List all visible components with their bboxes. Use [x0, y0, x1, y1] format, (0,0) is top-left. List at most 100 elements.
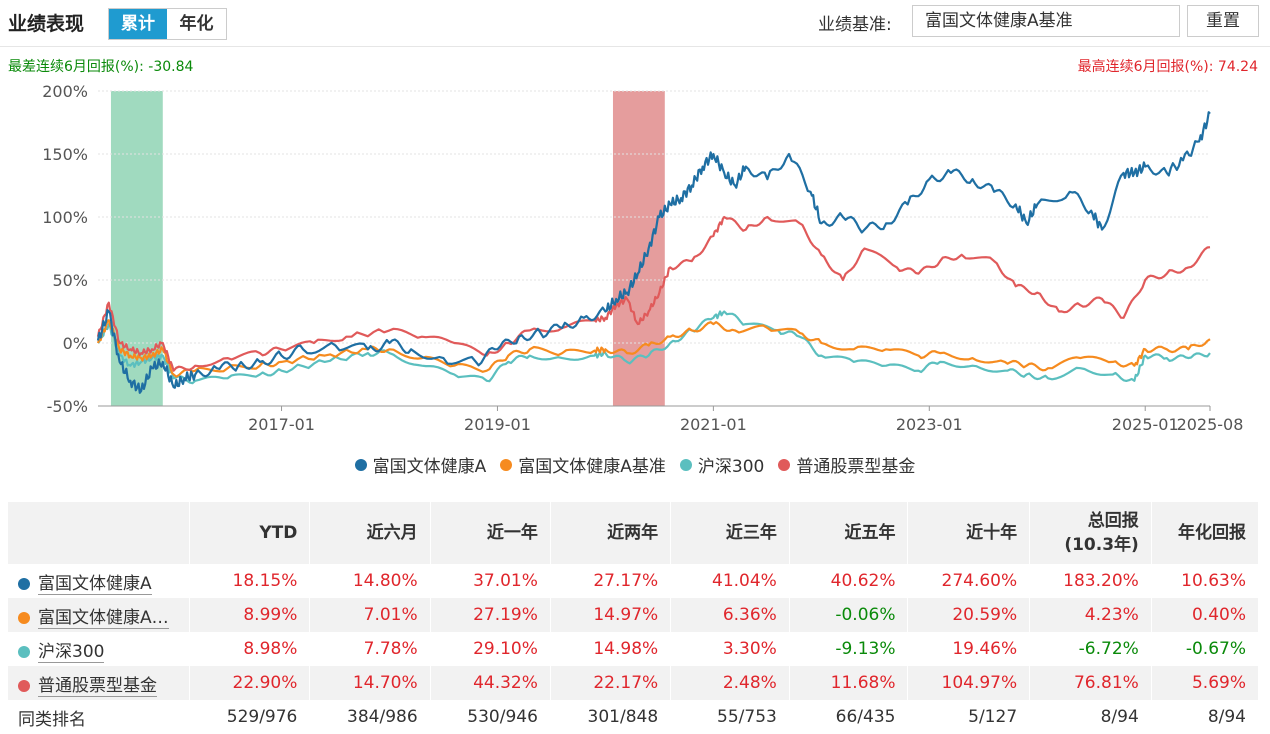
- return-cell: 41.04%: [670, 564, 790, 598]
- column-header[interactable]: 近一年: [430, 502, 551, 564]
- return-cell: -0.06%: [789, 598, 909, 632]
- column-header[interactable]: 近三年: [670, 502, 790, 564]
- y-tick-label: 100%: [42, 208, 88, 227]
- return-cell: 20.59%: [907, 598, 1031, 632]
- row-name-cell: 普通股票型基金: [8, 666, 191, 700]
- column-header[interactable]: 年化回报: [1151, 502, 1260, 564]
- rank-cell: 55/753: [670, 700, 790, 734]
- return-cell: -9.13%: [789, 632, 909, 666]
- tab-annualized[interactable]: 年化: [179, 14, 214, 34]
- return-cell: 27.17%: [550, 564, 672, 598]
- rank-cell: 66/435: [789, 700, 909, 734]
- row-name-link[interactable]: 普通股票型基金: [38, 675, 157, 697]
- rank-cell: 530/946: [430, 700, 551, 734]
- x-tick-label: 2025-01: [1112, 415, 1179, 434]
- column-header-label: 近一年: [486, 523, 538, 543]
- row-name-cell: 沪深300: [8, 632, 191, 666]
- return-cell: 19.46%: [907, 632, 1031, 666]
- legend-label: 富国文体健康A基准: [518, 457, 666, 477]
- return-cell: 7.78%: [309, 632, 431, 666]
- return-cell: 14.80%: [309, 564, 431, 598]
- column-header-label: YTD: [259, 523, 298, 543]
- performance-table: YTD 近六月 近一年 近两年 近三年 近五年 近十年 总回报 (10.3年) 年化回报 富国文体…: [8, 502, 1260, 734]
- row-name-cell: 富国文体健康A…: [8, 598, 191, 632]
- return-cell: 37.01%: [430, 564, 551, 598]
- return-cell: 0.40%: [1151, 598, 1260, 632]
- column-header[interactable]: YTD: [189, 502, 311, 564]
- column-header-label: 近两年: [607, 523, 659, 543]
- section-title: 业绩表现: [8, 13, 85, 35]
- return-cell: 10.63%: [1151, 564, 1260, 598]
- column-header-label: 近六月: [366, 523, 418, 543]
- table-row: 富国文体健康A… 8.99% 7.01% 27.19% 14.97% 6.36% -0.06…: [8, 598, 1260, 632]
- series-line-fund: [96, 111, 1211, 394]
- legend-dot-icon: [778, 458, 791, 471]
- return-cell: 27.19%: [430, 598, 551, 632]
- column-header[interactable]: 近六月: [309, 502, 431, 564]
- return-cell: -0.67%: [1151, 632, 1260, 666]
- return-cell: 2.48%: [670, 666, 790, 700]
- legend-item-hs300[interactable]: 沪深300: [679, 452, 765, 477]
- series-dot-icon: [18, 577, 30, 590]
- rank-cell: 5/127: [907, 700, 1031, 734]
- column-header-label: 总回报: [1087, 511, 1139, 531]
- table-corner: [8, 502, 191, 564]
- return-cell: 14.97%: [550, 598, 672, 632]
- legend-dot-icon: [354, 458, 367, 471]
- legend-item-fund[interactable]: 富国文体健康A: [354, 452, 487, 477]
- rank-cell: 301/848: [550, 700, 672, 734]
- legend-label: 普通股票型基金: [796, 457, 916, 477]
- benchmark-input[interactable]: 富国文体健康A基准: [912, 5, 1180, 37]
- row-name-link[interactable]: 富国文体健康A: [38, 573, 152, 595]
- chart-legend: 富国文体健康A 富国文体健康A基准 沪深300 普通股票型基金: [0, 452, 1270, 477]
- column-header[interactable]: 近五年: [789, 502, 909, 564]
- legend-dot-icon: [679, 458, 692, 471]
- rank-label: 同类排名: [8, 700, 191, 734]
- benchmark-label: 业绩基准:: [818, 15, 892, 35]
- return-cell: 5.69%: [1151, 666, 1260, 700]
- legend-label: 富国文体健康A: [372, 457, 487, 477]
- series-dot-icon: [18, 645, 30, 658]
- reset-button[interactable]: 重置: [1187, 5, 1259, 37]
- return-cell: 22.90%: [189, 666, 311, 700]
- legend-dot-icon: [500, 458, 513, 471]
- x-tick-label: 2025-08: [1177, 415, 1244, 434]
- x-tick-label: 2017-01: [248, 415, 315, 434]
- return-cell: 3.30%: [670, 632, 790, 666]
- table-row: 沪深300 8.98% 7.78% 29.10% 14.98% 3.30% -9.13% 19…: [8, 632, 1260, 666]
- return-cell: 18.15%: [189, 564, 311, 598]
- column-header[interactable]: 近十年: [907, 502, 1031, 564]
- return-cell: 14.98%: [550, 632, 672, 666]
- series-dot-icon: [18, 611, 30, 624]
- y-tick-label: 0%: [63, 334, 88, 353]
- return-cell: 40.62%: [789, 564, 909, 598]
- column-header[interactable]: 近两年: [550, 502, 672, 564]
- tab-cumulative[interactable]: 累计: [109, 9, 167, 39]
- column-header[interactable]: 总回报 (10.3年): [1029, 502, 1152, 564]
- return-cell: 8.98%: [189, 632, 311, 666]
- row-name-link[interactable]: 富国文体健康A…: [38, 607, 169, 629]
- return-cell: 4.23%: [1029, 598, 1152, 632]
- row-name-link[interactable]: 沪深300: [38, 641, 105, 663]
- header-bar: 业绩表现 累计 年化 业绩基准: 富国文体健康A基准 重置: [0, 0, 1270, 47]
- return-cell: 29.10%: [430, 632, 551, 666]
- x-tick-label: 2023-01: [896, 415, 963, 434]
- return-cell: 14.70%: [309, 666, 431, 700]
- rank-cell: 529/976: [189, 700, 311, 734]
- performance-chart: 200% 150% 100% 50% 0% -50% 2017-01 2019-01 2021-…: [42, 82, 1244, 434]
- column-header-label: 近三年: [725, 523, 777, 543]
- return-cell: 11.68%: [789, 666, 909, 700]
- legend-label: 沪深300: [697, 457, 765, 477]
- return-cell: 8.99%: [189, 598, 311, 632]
- legend-item-peer[interactable]: 普通股票型基金: [778, 452, 915, 477]
- legend-item-benchmark[interactable]: 富国文体健康A基准: [500, 452, 666, 477]
- y-tick-label: 50%: [52, 271, 88, 290]
- y-tick-label: 200%: [42, 82, 88, 101]
- return-cell: 104.97%: [907, 666, 1031, 700]
- column-header-label: 年化回报: [1178, 523, 1246, 543]
- table-header-row: YTD 近六月 近一年 近两年 近三年 近五年 近十年 总回报 (10.3年) 年化回报: [8, 502, 1260, 564]
- rank-cell: 8/94: [1151, 700, 1260, 734]
- mode-tabs: 累计 年化: [108, 8, 227, 40]
- return-cell: -6.72%: [1029, 632, 1152, 666]
- best-6m-return: 最高连续6月回报(%): 74.24: [1077, 59, 1258, 75]
